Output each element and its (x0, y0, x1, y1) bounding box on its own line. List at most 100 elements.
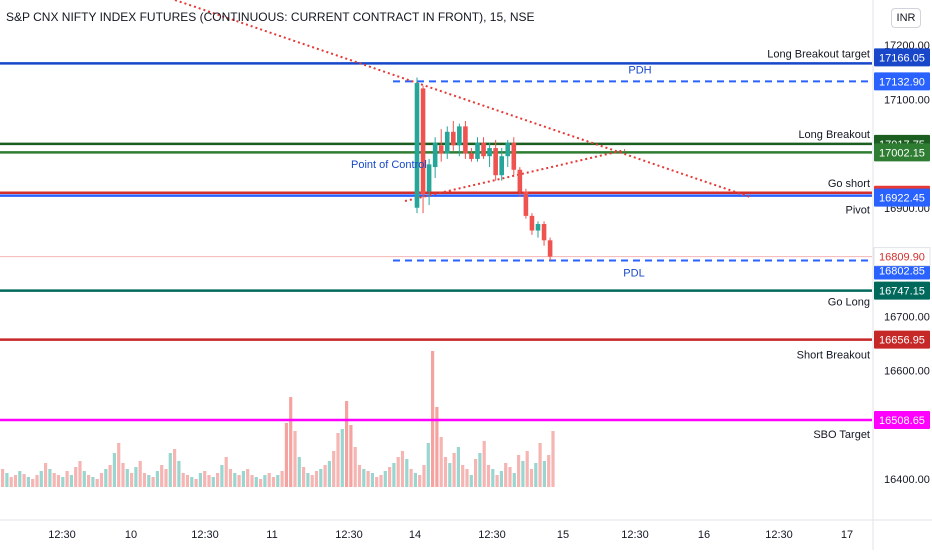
volume-bar (508, 467, 512, 487)
volume-bar (413, 473, 417, 487)
price-tag-label: 16802.85 (879, 265, 925, 277)
volume-bar (5, 473, 9, 487)
volume-bar (224, 457, 228, 487)
price-tag (874, 411, 930, 430)
volume-bar (91, 477, 95, 487)
volume-bar (142, 473, 147, 487)
volume-bar (18, 471, 22, 487)
price-tag-label: 17132.90 (879, 76, 925, 88)
volume-bar (306, 473, 310, 487)
volume-bar (456, 447, 460, 487)
volume-bar (547, 455, 551, 487)
volume-bar (220, 465, 224, 487)
time-tick-label: 12:30 (765, 529, 793, 541)
candle-body (438, 145, 444, 154)
time-tick-label: 14 (409, 529, 421, 541)
volume-bar (280, 471, 284, 487)
volume-bar (353, 447, 357, 487)
volume-bar (396, 457, 400, 487)
volume-bar (271, 477, 276, 487)
volume-bar (151, 477, 155, 487)
level-name-label: Long Breakout (798, 129, 870, 141)
volume-bar (194, 479, 198, 487)
point-of-control-label: Point of Control (351, 159, 427, 171)
volume-bar (327, 461, 331, 487)
volume-bar (1, 469, 5, 487)
volume-bar (173, 449, 177, 487)
volume-bar (525, 451, 529, 487)
volume-bar (263, 475, 267, 487)
volume-bar (52, 473, 56, 487)
current-price-tag (873, 247, 931, 267)
volume-bar (332, 451, 336, 487)
volume-bar (521, 461, 525, 487)
volume-bar (190, 477, 194, 487)
time-tick-label: 15 (557, 529, 569, 541)
price-tag (874, 143, 930, 162)
volume-bar (108, 465, 112, 487)
volume-bar (357, 465, 362, 487)
volume-bar (289, 397, 293, 487)
candle-body (505, 142, 511, 157)
volume-bar (409, 469, 413, 487)
volume-bar (207, 475, 211, 487)
candle-body (444, 131, 450, 154)
volume-bar (276, 475, 280, 487)
volume-bar (495, 475, 499, 487)
volume-bar (388, 467, 392, 487)
time-tick-label: 12:30 (621, 529, 649, 541)
volume-bar (160, 465, 164, 487)
volume-bar (134, 467, 138, 487)
volume-bar (211, 477, 215, 487)
volume-bar (104, 469, 108, 487)
volume-bar (284, 423, 288, 487)
volume-bar (22, 474, 26, 487)
volume-bar (435, 407, 439, 487)
time-tick-label: 11 (266, 529, 277, 541)
chart-title: S&P CNX NIFTY INDEX FUTURES (CONTINUOUS:… (6, 10, 535, 24)
volume-bar (379, 475, 383, 487)
time-tick-label: 12:30 (478, 529, 506, 541)
level-name-label: Go Long (828, 297, 870, 309)
volume-bar (461, 465, 465, 487)
volume-bar (542, 461, 546, 487)
volume-bar (216, 473, 220, 487)
volume-bar (181, 473, 185, 487)
price-tag (874, 188, 930, 207)
volume-bar (241, 471, 245, 487)
price-tag-label: 16747.15 (879, 286, 925, 298)
candle-body (529, 215, 535, 231)
volume-bar (65, 471, 69, 487)
volume-bar (185, 475, 190, 487)
volume-bar (246, 469, 250, 487)
volume-bar (478, 453, 482, 487)
candle-body (547, 240, 553, 257)
candle-body (487, 148, 492, 157)
volume-bar (254, 477, 258, 487)
time-tick-label: 10 (125, 529, 137, 541)
volume-bar (164, 469, 168, 487)
volume-bar (35, 475, 39, 487)
price-tick-label: 16600.00 (884, 366, 930, 378)
volume-bar (237, 475, 241, 487)
currency-selector[interactable]: INR (891, 8, 921, 28)
volume-bar (323, 465, 327, 487)
volume-bar (538, 443, 542, 487)
volume-bar (392, 463, 396, 487)
volume-bar (95, 479, 99, 487)
volume-bar (383, 471, 387, 487)
volume-bar (259, 479, 263, 487)
volume-bar (310, 475, 314, 487)
candle-body (475, 142, 480, 159)
volume-bar (82, 471, 86, 487)
level-name-label: Long Breakout target (767, 48, 870, 60)
volume-bar (228, 469, 233, 487)
volume-bar (375, 477, 379, 487)
volume-bar (336, 433, 340, 487)
volume-bar (517, 455, 521, 487)
volume-bar (512, 473, 516, 487)
volume-bar (529, 469, 534, 487)
volume-bar (117, 443, 121, 487)
